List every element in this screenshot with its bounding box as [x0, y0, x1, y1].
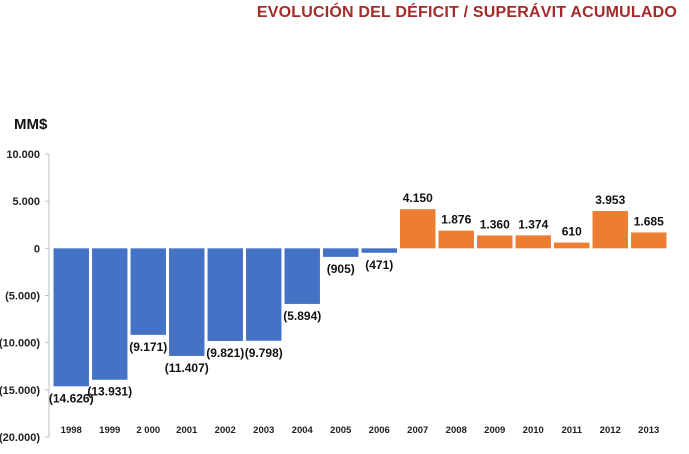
x-tick-label: 2003 [253, 425, 274, 436]
x-tick-label: 1999 [99, 425, 120, 436]
data-label: 1.360 [480, 218, 510, 232]
bar-2011 [554, 242, 590, 249]
data-label: 1.685 [634, 214, 664, 228]
x-tick-label: 2001 [176, 425, 198, 436]
bar-1998 [53, 248, 89, 387]
bar-2001 [169, 248, 205, 356]
data-label: (5.894) [283, 309, 321, 323]
data-label: (11.407) [165, 361, 209, 375]
y-tick-label: (10.000) [0, 338, 40, 350]
data-label: 1.374 [518, 217, 548, 231]
x-tick-label: 2010 [523, 425, 544, 436]
bar-1999 [92, 248, 128, 380]
y-tick-label: (5.000) [5, 291, 40, 303]
x-axis-labels: 1998 1999 2 000 2001 2002 2003 2004 2005 2006 200… [61, 425, 660, 436]
x-tick-label: 2007 [407, 425, 428, 436]
x-tick-label: 1998 [61, 425, 82, 436]
chart-title: EVOLUCIÓN DEL DÉFICIT / SUPERÁVIT ACUMUL… [256, 4, 677, 21]
data-label: 4.150 [403, 191, 433, 205]
bar-2005 [323, 248, 359, 257]
bar-2002 [207, 248, 243, 341]
x-tick-label: 2004 [292, 425, 314, 436]
data-label: 3.953 [595, 193, 625, 207]
x-tick-label: 2002 [215, 425, 236, 436]
data-label: (9.171) [129, 340, 167, 354]
x-tick-label: 2009 [484, 425, 505, 436]
x-tick-label: 2012 [600, 425, 621, 436]
data-labels: (14.626)(13.931)(9.171)(11.407)(9.821) (9… [49, 191, 664, 405]
x-tick-label: 2005 [330, 425, 352, 436]
data-label: (9.821) [206, 346, 244, 360]
y-tick-label: (20.000) [0, 432, 40, 444]
bar-2000 [130, 248, 166, 335]
bar-2006 [361, 248, 397, 253]
x-tick-label: 2008 [446, 425, 467, 436]
data-label: (471) [365, 258, 393, 272]
bar-2008 [438, 230, 474, 249]
bar-2010 [515, 235, 551, 249]
y-tick-label: 5.000 [12, 196, 40, 208]
x-tick-label: 2011 [561, 425, 582, 436]
x-tick-label: 2013 [638, 425, 659, 436]
bar-2012 [592, 211, 628, 249]
bar-2007 [400, 209, 436, 249]
x-tick-label: 2006 [369, 425, 390, 436]
data-label: (13.931) [87, 385, 132, 399]
data-label: (9.798) [245, 346, 283, 360]
y-axis-unit-label: MM$ [14, 116, 48, 133]
data-label: (905) [327, 262, 355, 276]
bar-2004 [284, 248, 320, 304]
bars [53, 209, 667, 387]
y-tick-label: (15.000) [0, 385, 40, 397]
bar-2009 [477, 235, 513, 249]
y-tick-label: 0 [34, 243, 40, 255]
data-label: (14.626) [49, 391, 94, 405]
x-tick-label: 2 000 [136, 425, 160, 436]
bar-2003 [246, 248, 282, 341]
y-axis: 10.000 5.000 0 (5.000) (10.000) (15.000) (20.0… [0, 149, 50, 444]
bar-2013 [631, 232, 667, 249]
data-label: 610 [562, 225, 582, 239]
data-label: 1.876 [441, 213, 471, 227]
y-tick-label: 10.000 [6, 149, 40, 161]
